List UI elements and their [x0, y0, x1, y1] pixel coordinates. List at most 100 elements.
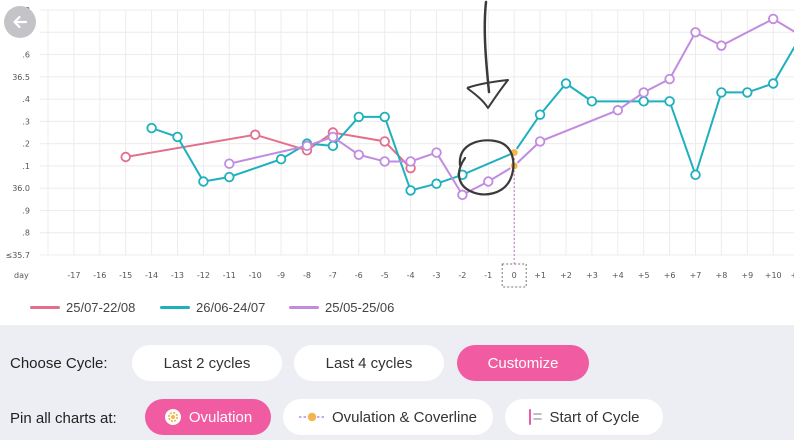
- x-tick-label: -14: [145, 271, 158, 280]
- data-point: [690, 169, 701, 181]
- last-4-cycles-button[interactable]: Last 4 cycles: [294, 345, 444, 381]
- arrow-left-icon: [13, 15, 28, 29]
- data-point: [664, 73, 675, 85]
- data-point: [172, 131, 183, 143]
- legend-label: 25/07-22/08: [66, 300, 136, 315]
- y-tick-label: ≤35.7: [5, 251, 30, 260]
- y-tick-label: .9: [22, 206, 30, 215]
- x-tick-label: +1: [534, 271, 546, 280]
- series-line-2: [151, 45, 794, 192]
- data-point: [457, 189, 468, 201]
- annotation-arrow-head: [466, 79, 509, 109]
- y-tick-label: .6: [22, 51, 30, 60]
- data-point: [405, 156, 416, 167]
- x-tick-label: -4: [407, 271, 415, 280]
- data-point: [716, 40, 727, 51]
- y-tick-label: 36.0: [12, 184, 30, 193]
- legend-item: 26/06-24/07: [160, 300, 265, 315]
- pin-ovulation-coverline-button[interactable]: Ovulation & Coverline: [283, 399, 493, 435]
- x-tick-label: -8: [303, 271, 311, 280]
- x-tick-label: +8: [716, 271, 728, 280]
- x-tick-label: -10: [249, 271, 262, 280]
- x-tick-label: +3: [586, 271, 598, 280]
- data-point: [431, 147, 442, 158]
- data-point: [353, 149, 365, 160]
- data-point: [224, 158, 235, 169]
- x-tick-label: +11: [791, 271, 794, 280]
- data-point: [768, 13, 779, 25]
- legend-item: 25/07-22/08: [30, 300, 135, 315]
- x-tick-label: -13: [171, 271, 184, 280]
- choose-cycle-label: Choose Cycle:: [10, 355, 108, 372]
- x-tick-label: -11: [223, 271, 236, 280]
- annotation-circle: [457, 139, 515, 196]
- data-point: [379, 156, 390, 167]
- pin-ovulation-button[interactable]: Ovulation: [145, 399, 271, 435]
- legend-label: 25/05-25/06: [325, 300, 395, 315]
- legend-item: 25/05-25/06: [289, 300, 394, 315]
- legend-label: 26/06-24/07: [196, 300, 266, 315]
- data-point: [146, 122, 157, 134]
- data-point: [638, 87, 649, 98]
- data-point: [534, 109, 546, 120]
- data-point: [664, 96, 675, 107]
- data-point: [405, 185, 416, 196]
- x-tick-label: +2: [560, 271, 572, 280]
- customize-button[interactable]: Customize: [457, 345, 589, 381]
- pin-start-of-cycle-label: Start of Cycle: [549, 408, 640, 426]
- back-button[interactable]: [4, 6, 36, 38]
- y-tick-label: .8: [22, 229, 30, 238]
- start-of-cycle-icon: [528, 409, 543, 425]
- data-point: [379, 111, 390, 123]
- data-point: [327, 140, 339, 152]
- y-tick-label: .4: [22, 95, 30, 104]
- ovulation-icon: [164, 408, 182, 426]
- data-point: [690, 27, 701, 38]
- chart-legend: 25/07-22/08 26/06-24/07 25/05-25/06: [0, 292, 794, 322]
- pin-ovulation-label: Ovulation: [188, 408, 253, 426]
- pin-ovulation-coverline-label: Ovulation & Coverline: [331, 408, 478, 426]
- last-2-cycles-button[interactable]: Last 2 cycles: [132, 345, 282, 381]
- y-tick-label: .1: [22, 162, 30, 171]
- data-point: [768, 78, 779, 89]
- y-tick-label: .2: [22, 140, 30, 149]
- legend-swatch: [289, 306, 319, 309]
- y-tick-label: .3: [22, 117, 30, 126]
- data-point: [534, 136, 546, 147]
- data-point: [224, 171, 235, 183]
- data-point: [431, 178, 442, 189]
- pin-start-of-cycle-button[interactable]: Start of Cycle: [505, 399, 663, 435]
- data-point: [301, 140, 313, 152]
- x-axis-title: day: [14, 271, 29, 280]
- data-point: [327, 131, 339, 143]
- x-tick-label: -6: [355, 271, 363, 280]
- data-point: [742, 87, 753, 98]
- x-tick-label: +9: [741, 271, 753, 280]
- temperature-chart-svg: ≤35.7.8.936.0.1.2.3.436.5.6.7.8day-17-16…: [5, 0, 794, 288]
- x-tick-label: -2: [458, 271, 466, 280]
- y-tick-label: 36.5: [12, 73, 30, 82]
- data-point: [275, 154, 287, 165]
- x-tick-label: +4: [612, 271, 624, 280]
- data-point: [612, 105, 624, 116]
- x-tick-label: +5: [638, 271, 650, 280]
- x-tick-label: -15: [119, 271, 132, 280]
- pin-charts-label: Pin all charts at:: [10, 410, 117, 427]
- legend-swatch: [30, 306, 60, 309]
- x-tick-label: +7: [690, 271, 702, 280]
- x-tick-label: -16: [93, 271, 106, 280]
- x-tick-label: +10: [765, 271, 782, 280]
- data-point: [638, 96, 649, 107]
- legend-swatch: [160, 306, 190, 309]
- data-point: [483, 176, 494, 187]
- x-tick-label: +6: [664, 271, 676, 280]
- bbt-chart: ≤35.7.8.936.0.1.2.3.436.5.6.7.8day-17-16…: [5, 0, 794, 288]
- data-point: [120, 151, 131, 163]
- x-tick-label: -17: [67, 271, 80, 280]
- data-point: [379, 136, 390, 147]
- data-point: [586, 96, 598, 107]
- x-tick-label: -7: [329, 271, 337, 280]
- x-tick-label: -9: [277, 271, 285, 280]
- data-point: [249, 129, 261, 140]
- data-point: [716, 87, 727, 98]
